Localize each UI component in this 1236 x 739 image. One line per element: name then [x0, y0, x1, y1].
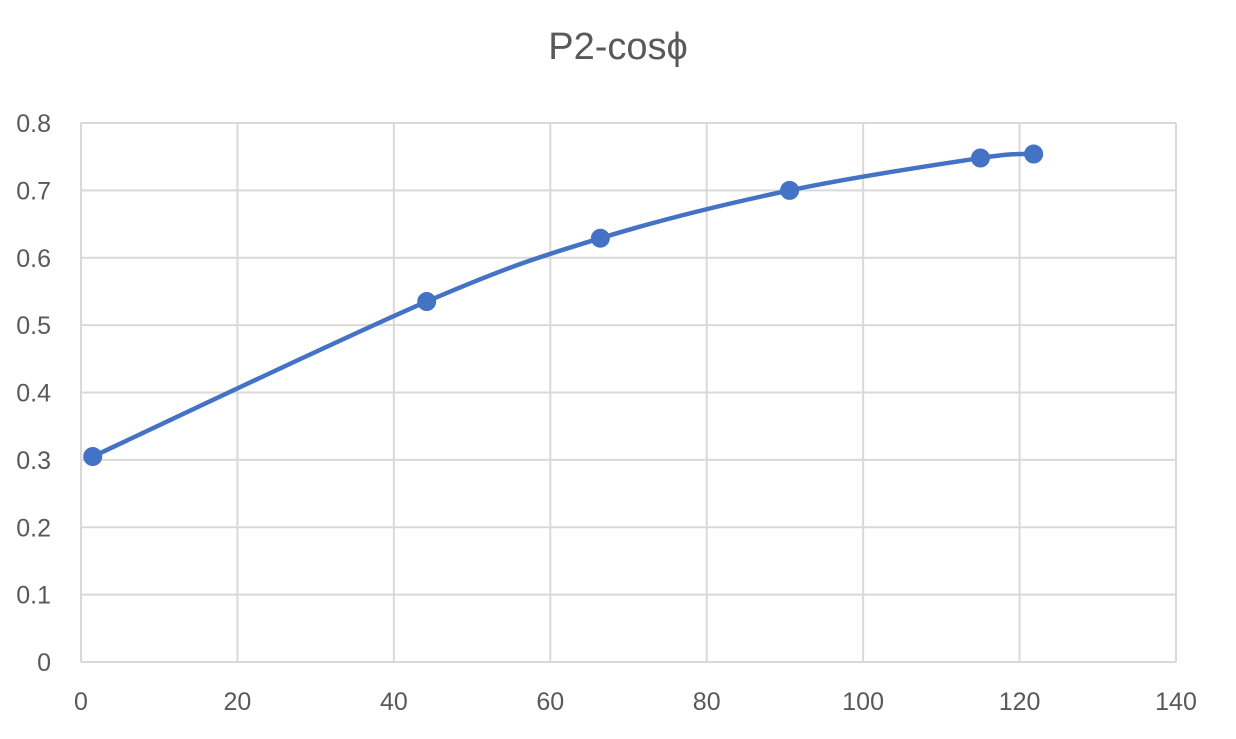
data-point — [417, 292, 437, 312]
series-line — [90, 151, 1036, 459]
x-tick-label: 140 — [1155, 688, 1197, 716]
x-tick-label: 60 — [536, 688, 564, 716]
y-tick-label: 0.5 — [16, 312, 51, 340]
x-tick-label: 100 — [842, 688, 884, 716]
x-tick-label: 0 — [74, 688, 88, 716]
x-tick-label: 20 — [224, 688, 252, 716]
x-tick-label: 120 — [999, 688, 1041, 716]
y-tick-label: 0.4 — [16, 380, 51, 408]
x-tick-label: 40 — [380, 688, 408, 716]
y-tick-label: 0 — [37, 649, 51, 677]
data-point — [590, 228, 610, 248]
tick-labels: 0 0.1 0.2 0.3 0.4 0.5 0.6 0.7 0.8 0 20 40 60 80 100 120… — [16, 110, 1197, 716]
y-tick-label: 0.2 — [16, 514, 51, 542]
y-tick-label: 0.8 — [16, 110, 51, 138]
data-point — [780, 180, 800, 200]
data-point — [970, 148, 990, 168]
y-tick-label: 0.1 — [16, 582, 51, 610]
y-tick-label: 0.3 — [16, 447, 51, 475]
axes — [80, 123, 1176, 663]
series — [83, 144, 1044, 467]
chart-title: P2-cosϕ — [548, 26, 688, 68]
x-tick-label: 80 — [693, 688, 721, 716]
grid — [81, 122, 1177, 662]
y-tick-label: 0.7 — [16, 177, 51, 205]
data-point — [83, 447, 103, 467]
y-tick-label: 0.6 — [16, 245, 51, 273]
data-point — [1024, 144, 1044, 164]
